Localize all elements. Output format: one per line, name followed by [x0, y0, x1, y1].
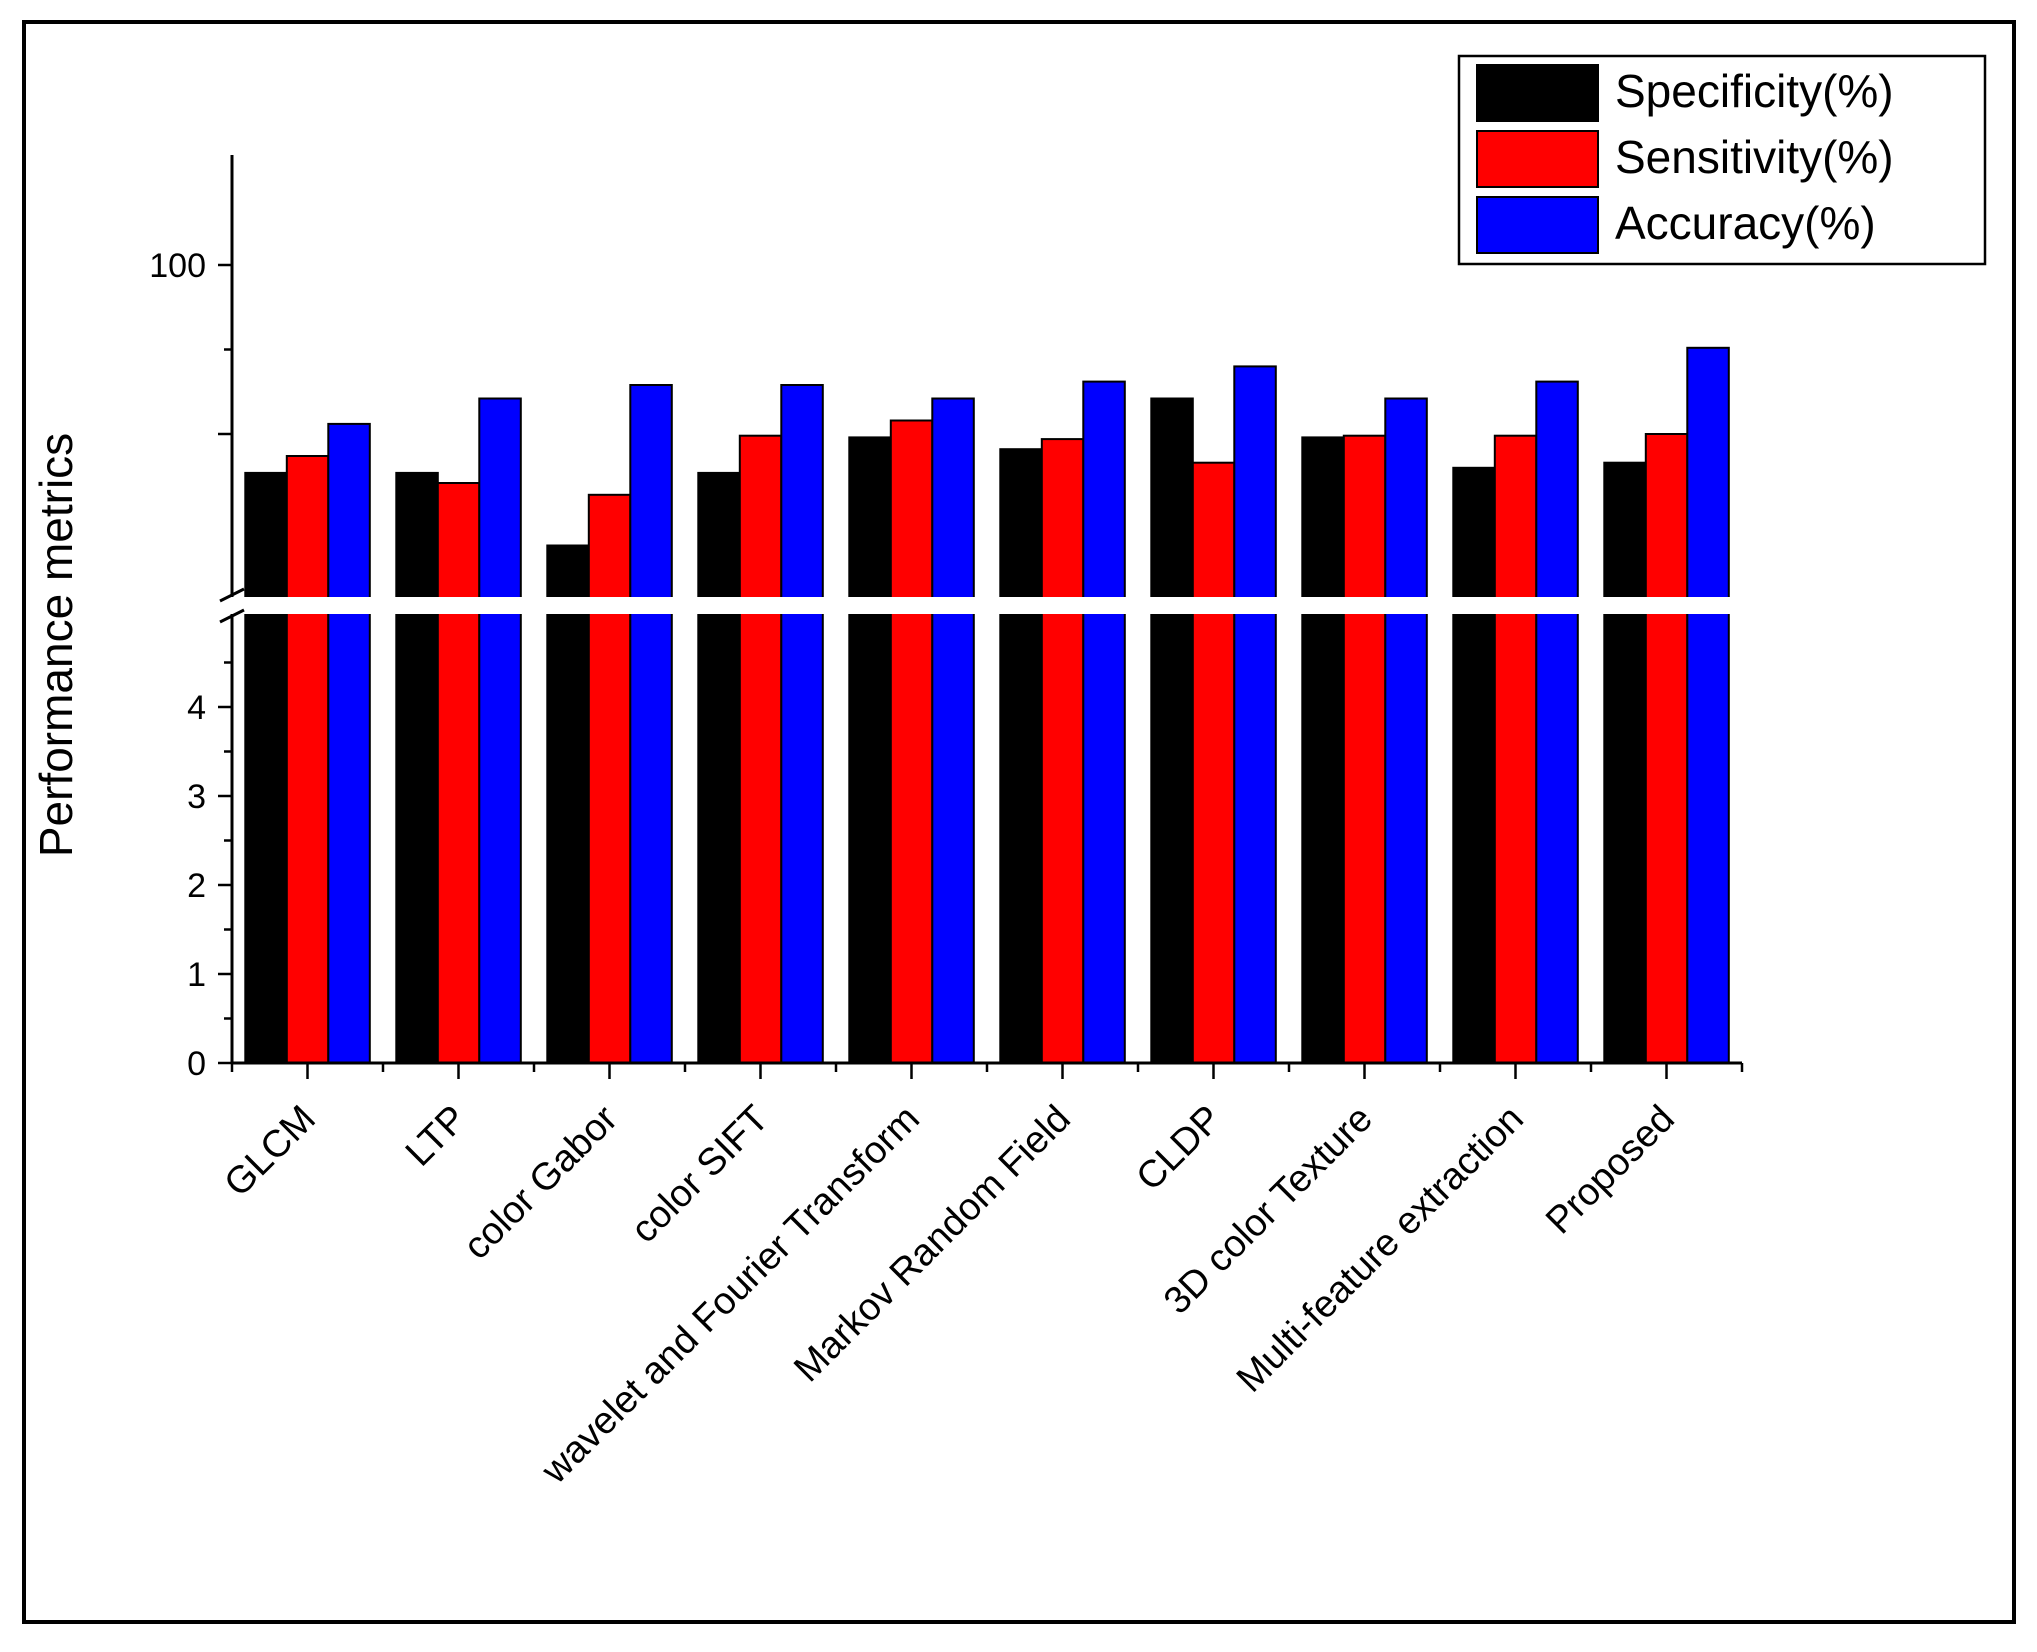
y-tick-label: 2	[187, 867, 206, 905]
bar	[1191, 461, 1236, 1064]
bar	[738, 434, 783, 1064]
bar	[1342, 434, 1387, 1064]
bar	[1686, 346, 1730, 1064]
axis-break-mark	[219, 608, 245, 624]
bar	[1644, 433, 1689, 1064]
bar	[478, 397, 522, 1064]
legend-label: Sensitivity(%)	[1615, 131, 1894, 183]
bar	[1452, 466, 1496, 1064]
bar	[1150, 397, 1194, 1064]
bar	[546, 544, 590, 1064]
bar	[1535, 380, 1579, 1065]
y-tick-label: 3	[187, 778, 206, 816]
y-tick-label: 1	[187, 956, 206, 994]
bar	[1603, 461, 1647, 1064]
bar	[780, 384, 824, 1064]
bar	[1384, 397, 1428, 1064]
y-axis-title: Performance metrics	[30, 433, 82, 857]
bar	[697, 471, 741, 1064]
y-tick-label: 100	[149, 247, 206, 285]
bar	[848, 436, 892, 1064]
legend-swatch	[1476, 130, 1599, 188]
bar	[436, 482, 481, 1064]
bar	[1082, 380, 1126, 1065]
bar	[244, 471, 288, 1064]
axis-break-mark	[219, 587, 245, 603]
bar	[931, 397, 975, 1064]
bar	[587, 493, 632, 1064]
legend-label: Specificity(%)	[1615, 65, 1894, 117]
y-tick-label: 4	[187, 689, 206, 727]
legend-label: Accuracy(%)	[1615, 197, 1876, 249]
bar	[1040, 438, 1085, 1065]
bar	[629, 384, 673, 1064]
bar	[285, 455, 330, 1064]
bar	[327, 422, 371, 1064]
bar	[1233, 365, 1277, 1064]
bar	[889, 419, 934, 1064]
bar	[999, 448, 1043, 1064]
bar	[1301, 436, 1345, 1064]
axis-break-band	[222, 597, 1752, 614]
bar	[1493, 434, 1538, 1064]
y-tick-label: 0	[187, 1045, 206, 1083]
bar	[395, 471, 439, 1064]
legend-swatch	[1476, 196, 1599, 254]
legend-swatch	[1476, 64, 1599, 122]
